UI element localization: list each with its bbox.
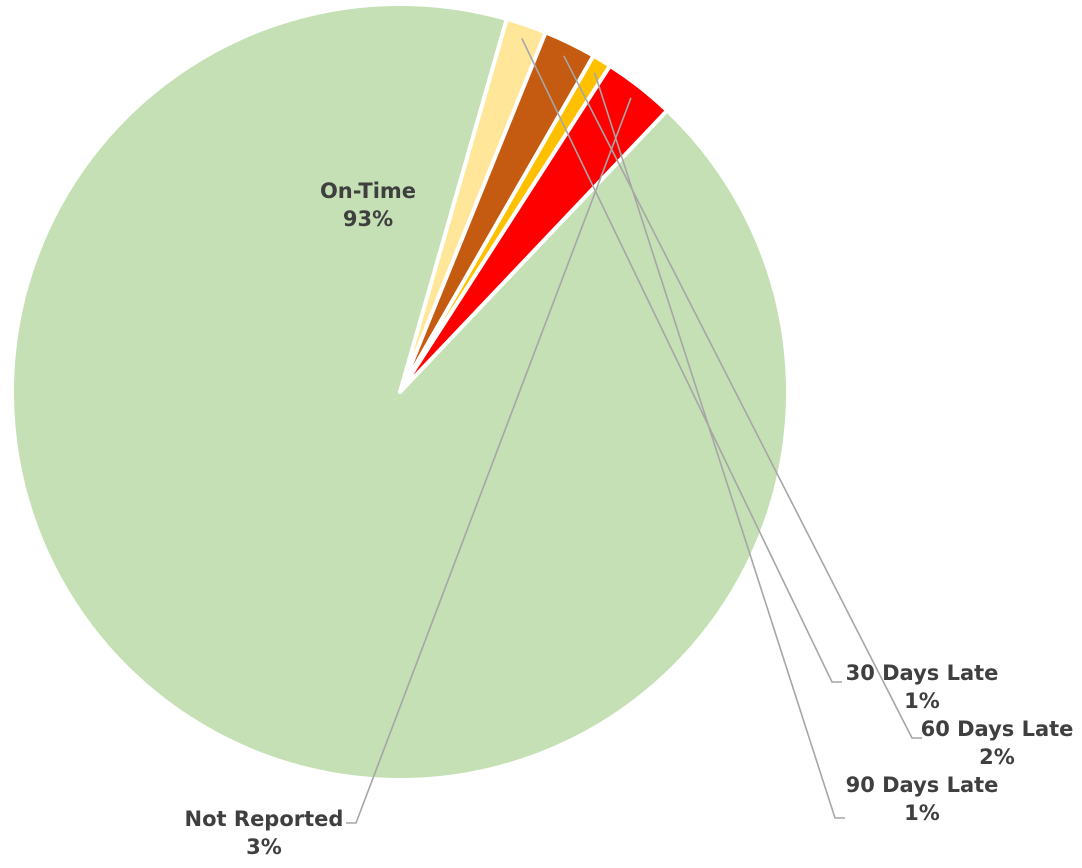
slice-label: 90 Days Late 1% <box>846 773 999 825</box>
leader-lines <box>346 38 922 824</box>
slice-label-name: Not Reported <box>185 807 344 831</box>
slice-label-percent: 2% <box>979 745 1015 769</box>
slice-label-percent: 1% <box>904 801 940 825</box>
slice-label: Not Reported 3% <box>185 807 344 859</box>
slice-label-name: 90 Days Late <box>846 773 999 797</box>
slice-label: 60 Days Late 2% <box>921 717 1074 769</box>
pie-slices <box>10 2 790 782</box>
slice-label-name: 30 Days Late <box>846 661 999 685</box>
slice-label: On-Time 93% <box>320 179 416 231</box>
leader-line <box>593 72 845 819</box>
leader-line <box>521 38 842 683</box>
pie-slice-not-reported <box>398 63 670 394</box>
slice-label-percent: 93% <box>343 207 393 231</box>
slice-label: 30 Days Late 1% <box>846 661 999 713</box>
slice-labels: On-Time 93% 30 Days Late 1% 60 Days Late 2% 90… <box>185 179 1074 859</box>
slice-label-percent: 1% <box>904 689 940 713</box>
slice-label-name: On-Time <box>320 179 416 203</box>
leader-line <box>563 55 922 739</box>
slice-label-name: 60 Days Late <box>921 717 1074 741</box>
leader-line <box>346 97 632 824</box>
slice-label-percent: 3% <box>246 835 282 859</box>
